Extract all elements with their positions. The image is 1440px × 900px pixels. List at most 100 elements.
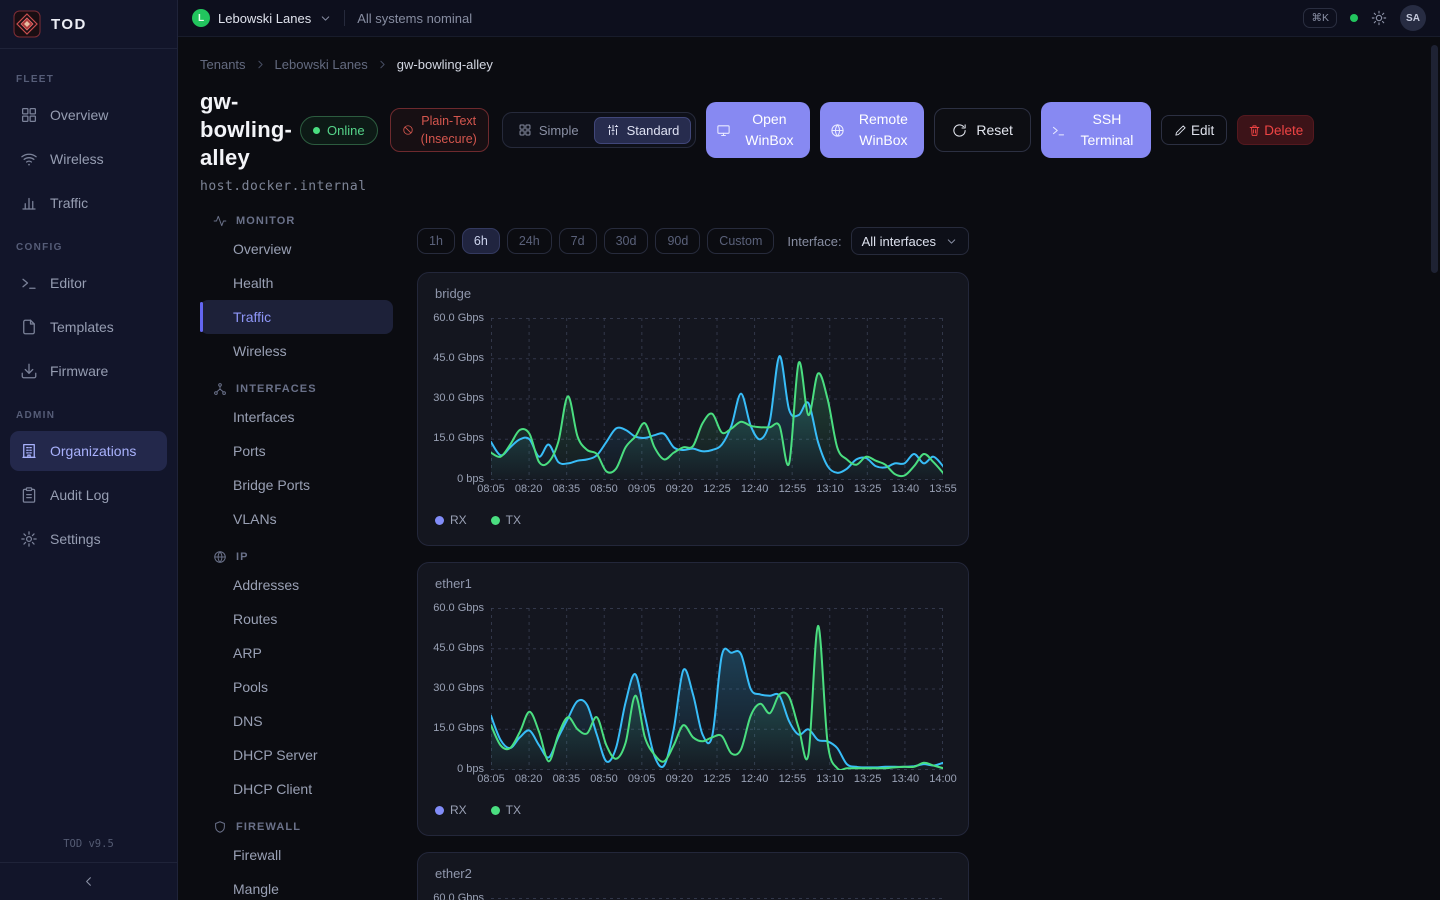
sidebar-item-overview[interactable]: Overview bbox=[10, 95, 167, 135]
pencil-icon bbox=[1174, 124, 1187, 137]
charts-column: 1h 6h 24h 7d 30d90d Custom Interface: All int… bbox=[417, 210, 969, 900]
time-range-90d[interactable]: 90d bbox=[655, 228, 700, 254]
y-axis-label: 60.0 Gbps bbox=[428, 892, 484, 900]
subnav-item-arp[interactable]: ARP bbox=[200, 636, 393, 670]
sidebar-item-audit-log[interactable]: Audit Log bbox=[10, 475, 167, 515]
traffic-plot bbox=[491, 608, 943, 770]
scrollbar-thumb[interactable] bbox=[1431, 45, 1438, 273]
sidebar-section-label-admin: ADMIN bbox=[16, 410, 161, 421]
tenant-avatar: L bbox=[192, 9, 210, 27]
interface-filter: Interface: All interfaces bbox=[787, 227, 969, 255]
subnav-item-dns[interactable]: DNS bbox=[200, 704, 393, 738]
topbar-right: ⌘K SA bbox=[1303, 5, 1426, 31]
legend-item-tx: TX bbox=[491, 803, 521, 817]
time-range-6h[interactable]: 6h bbox=[462, 228, 500, 254]
breadcrumb: Tenants Lebowski Lanes gw-bowling-alley bbox=[200, 57, 1440, 72]
legend-item-rx: RX bbox=[435, 513, 467, 527]
legend-item-tx: TX bbox=[491, 513, 521, 527]
subnav-item-firewall[interactable]: Firewall bbox=[200, 838, 393, 872]
device-header: gw-bowling-alley Online Plain-Text (Inse… bbox=[200, 88, 1440, 172]
edit-button[interactable]: Edit bbox=[1161, 115, 1227, 145]
breadcrumb-tenant[interactable]: Lebowski Lanes bbox=[275, 57, 368, 72]
security-badge-line2: (Insecure) bbox=[421, 130, 477, 148]
app-sidebar: TOD FLEETOverviewWirelessTrafficCONFIGEd… bbox=[0, 0, 178, 900]
reset-button[interactable]: Reset bbox=[934, 108, 1031, 152]
shield-icon bbox=[213, 820, 227, 834]
time-range-24h[interactable]: 24h bbox=[507, 228, 552, 254]
x-axis-label: 13:55 bbox=[921, 483, 965, 495]
time-range-custom[interactable]: Custom bbox=[707, 228, 774, 254]
mode-simple-button[interactable]: Simple bbox=[507, 117, 590, 144]
delete-button[interactable]: Delete bbox=[1237, 115, 1314, 145]
command-palette-shortcut[interactable]: ⌘K bbox=[1303, 8, 1337, 28]
subnav-item-ports[interactable]: Ports bbox=[200, 434, 393, 468]
subnav-item-dhcp-client[interactable]: DHCP Client bbox=[200, 772, 393, 806]
view-mode-toggle: Simple Standard bbox=[502, 112, 697, 148]
user-avatar[interactable]: SA bbox=[1400, 5, 1426, 31]
mode-standard-label: Standard bbox=[627, 123, 680, 138]
connection-status-dot bbox=[1350, 14, 1358, 22]
subnav-section-interfaces: INTERFACES bbox=[200, 378, 393, 400]
rx-legend-dot-icon bbox=[435, 806, 444, 815]
traffic-chart-card-ether2: ether260.0 Gbps bbox=[417, 852, 969, 900]
subnav-item-overview[interactable]: Overview bbox=[200, 232, 393, 266]
traffic-chart-card-ether1: ether160.0 Gbps45.0 Gbps30.0 Gbps15.0 Gb… bbox=[417, 562, 969, 836]
sidebar-item-editor[interactable]: Editor bbox=[10, 263, 167, 303]
globe-icon bbox=[830, 123, 845, 138]
sidebar-item-label: Overview bbox=[50, 107, 108, 123]
tenant-selector[interactable]: L Lebowski Lanes bbox=[192, 9, 332, 27]
sidebar-item-label: Templates bbox=[50, 319, 114, 335]
y-axis-label: 30.0 Gbps bbox=[428, 682, 484, 694]
device-actions: Simple Standard Open WinBox Remote WinBo… bbox=[502, 102, 1314, 158]
sidebar-collapse-button[interactable] bbox=[0, 862, 177, 900]
time-range-7d[interactable]: 7d bbox=[559, 228, 597, 254]
y-axis-label: 15.0 Gbps bbox=[428, 722, 484, 734]
subnav-item-addresses[interactable]: Addresses bbox=[200, 568, 393, 602]
subnav-item-vlans[interactable]: VLANs bbox=[200, 502, 393, 536]
subnav-item-mangle[interactable]: Mangle bbox=[200, 872, 393, 900]
interface-select[interactable]: All interfaces bbox=[851, 227, 969, 255]
app-logo-row: TOD bbox=[0, 0, 177, 49]
subnav-item-dhcp-server[interactable]: DHCP Server bbox=[200, 738, 393, 772]
chevron-down-icon bbox=[319, 12, 332, 25]
subnav-item-wireless[interactable]: Wireless bbox=[200, 334, 393, 368]
mode-standard-button[interactable]: Standard bbox=[594, 117, 692, 144]
ssh-terminal-button[interactable]: SSH Terminal bbox=[1041, 102, 1151, 158]
sidebar-item-settings[interactable]: Settings bbox=[10, 519, 167, 559]
time-range-30d[interactable]: 30d bbox=[604, 228, 649, 254]
sidebar-item-firmware[interactable]: Firmware bbox=[10, 351, 167, 391]
sidebar-item-templates[interactable]: Templates bbox=[10, 307, 167, 347]
device-host: host.docker.internal bbox=[200, 179, 1440, 194]
sidebar-nav: FLEETOverviewWirelessTrafficCONFIGEditor… bbox=[0, 49, 177, 832]
subnav-item-traffic[interactable]: Traffic bbox=[200, 300, 393, 334]
subnav-item-bridge-ports[interactable]: Bridge Ports bbox=[200, 468, 393, 502]
sidebar-item-organizations[interactable]: Organizations bbox=[10, 431, 167, 471]
y-axis-label: 60.0 Gbps bbox=[428, 602, 484, 614]
app-logo-icon bbox=[13, 10, 41, 38]
legend-label: TX bbox=[506, 513, 521, 527]
remote-winbox-button[interactable]: Remote WinBox bbox=[820, 102, 924, 158]
subnav-item-health[interactable]: Health bbox=[200, 266, 393, 300]
open-winbox-button[interactable]: Open WinBox bbox=[706, 102, 810, 158]
subnav-section-monitor: MONITOR bbox=[200, 210, 393, 232]
sidebar-item-wireless[interactable]: Wireless bbox=[10, 139, 167, 179]
sitemap-icon bbox=[213, 382, 227, 396]
refresh-icon bbox=[952, 123, 967, 138]
security-badge-line1: Plain-Text bbox=[421, 112, 476, 130]
status-badge-online: Online bbox=[300, 116, 378, 145]
subnav-item-interfaces[interactable]: Interfaces bbox=[200, 400, 393, 434]
subnav-section-label: FIREWALL bbox=[236, 821, 301, 833]
device-subnav: MONITOROverviewHealthTrafficWireless INTE… bbox=[200, 210, 393, 900]
breadcrumb-tenants[interactable]: Tenants bbox=[200, 57, 246, 72]
chart-title: bridge bbox=[435, 286, 471, 301]
y-axis-label: 45.0 Gbps bbox=[428, 642, 484, 654]
subnav-item-routes[interactable]: Routes bbox=[200, 602, 393, 636]
theme-toggle-sun-icon[interactable] bbox=[1371, 10, 1387, 26]
chart-legend: RX TX bbox=[435, 513, 521, 527]
subnav-item-pools[interactable]: Pools bbox=[200, 670, 393, 704]
sidebar-item-traffic[interactable]: Traffic bbox=[10, 183, 167, 223]
time-range-1h[interactable]: 1h bbox=[417, 228, 455, 254]
charts-list: bridge 60.0 Gbps 45.0 Gbps 30.0 Gbps 15.0 Gb… bbox=[417, 272, 969, 900]
file-icon bbox=[20, 318, 38, 336]
legend-label: RX bbox=[450, 513, 467, 527]
